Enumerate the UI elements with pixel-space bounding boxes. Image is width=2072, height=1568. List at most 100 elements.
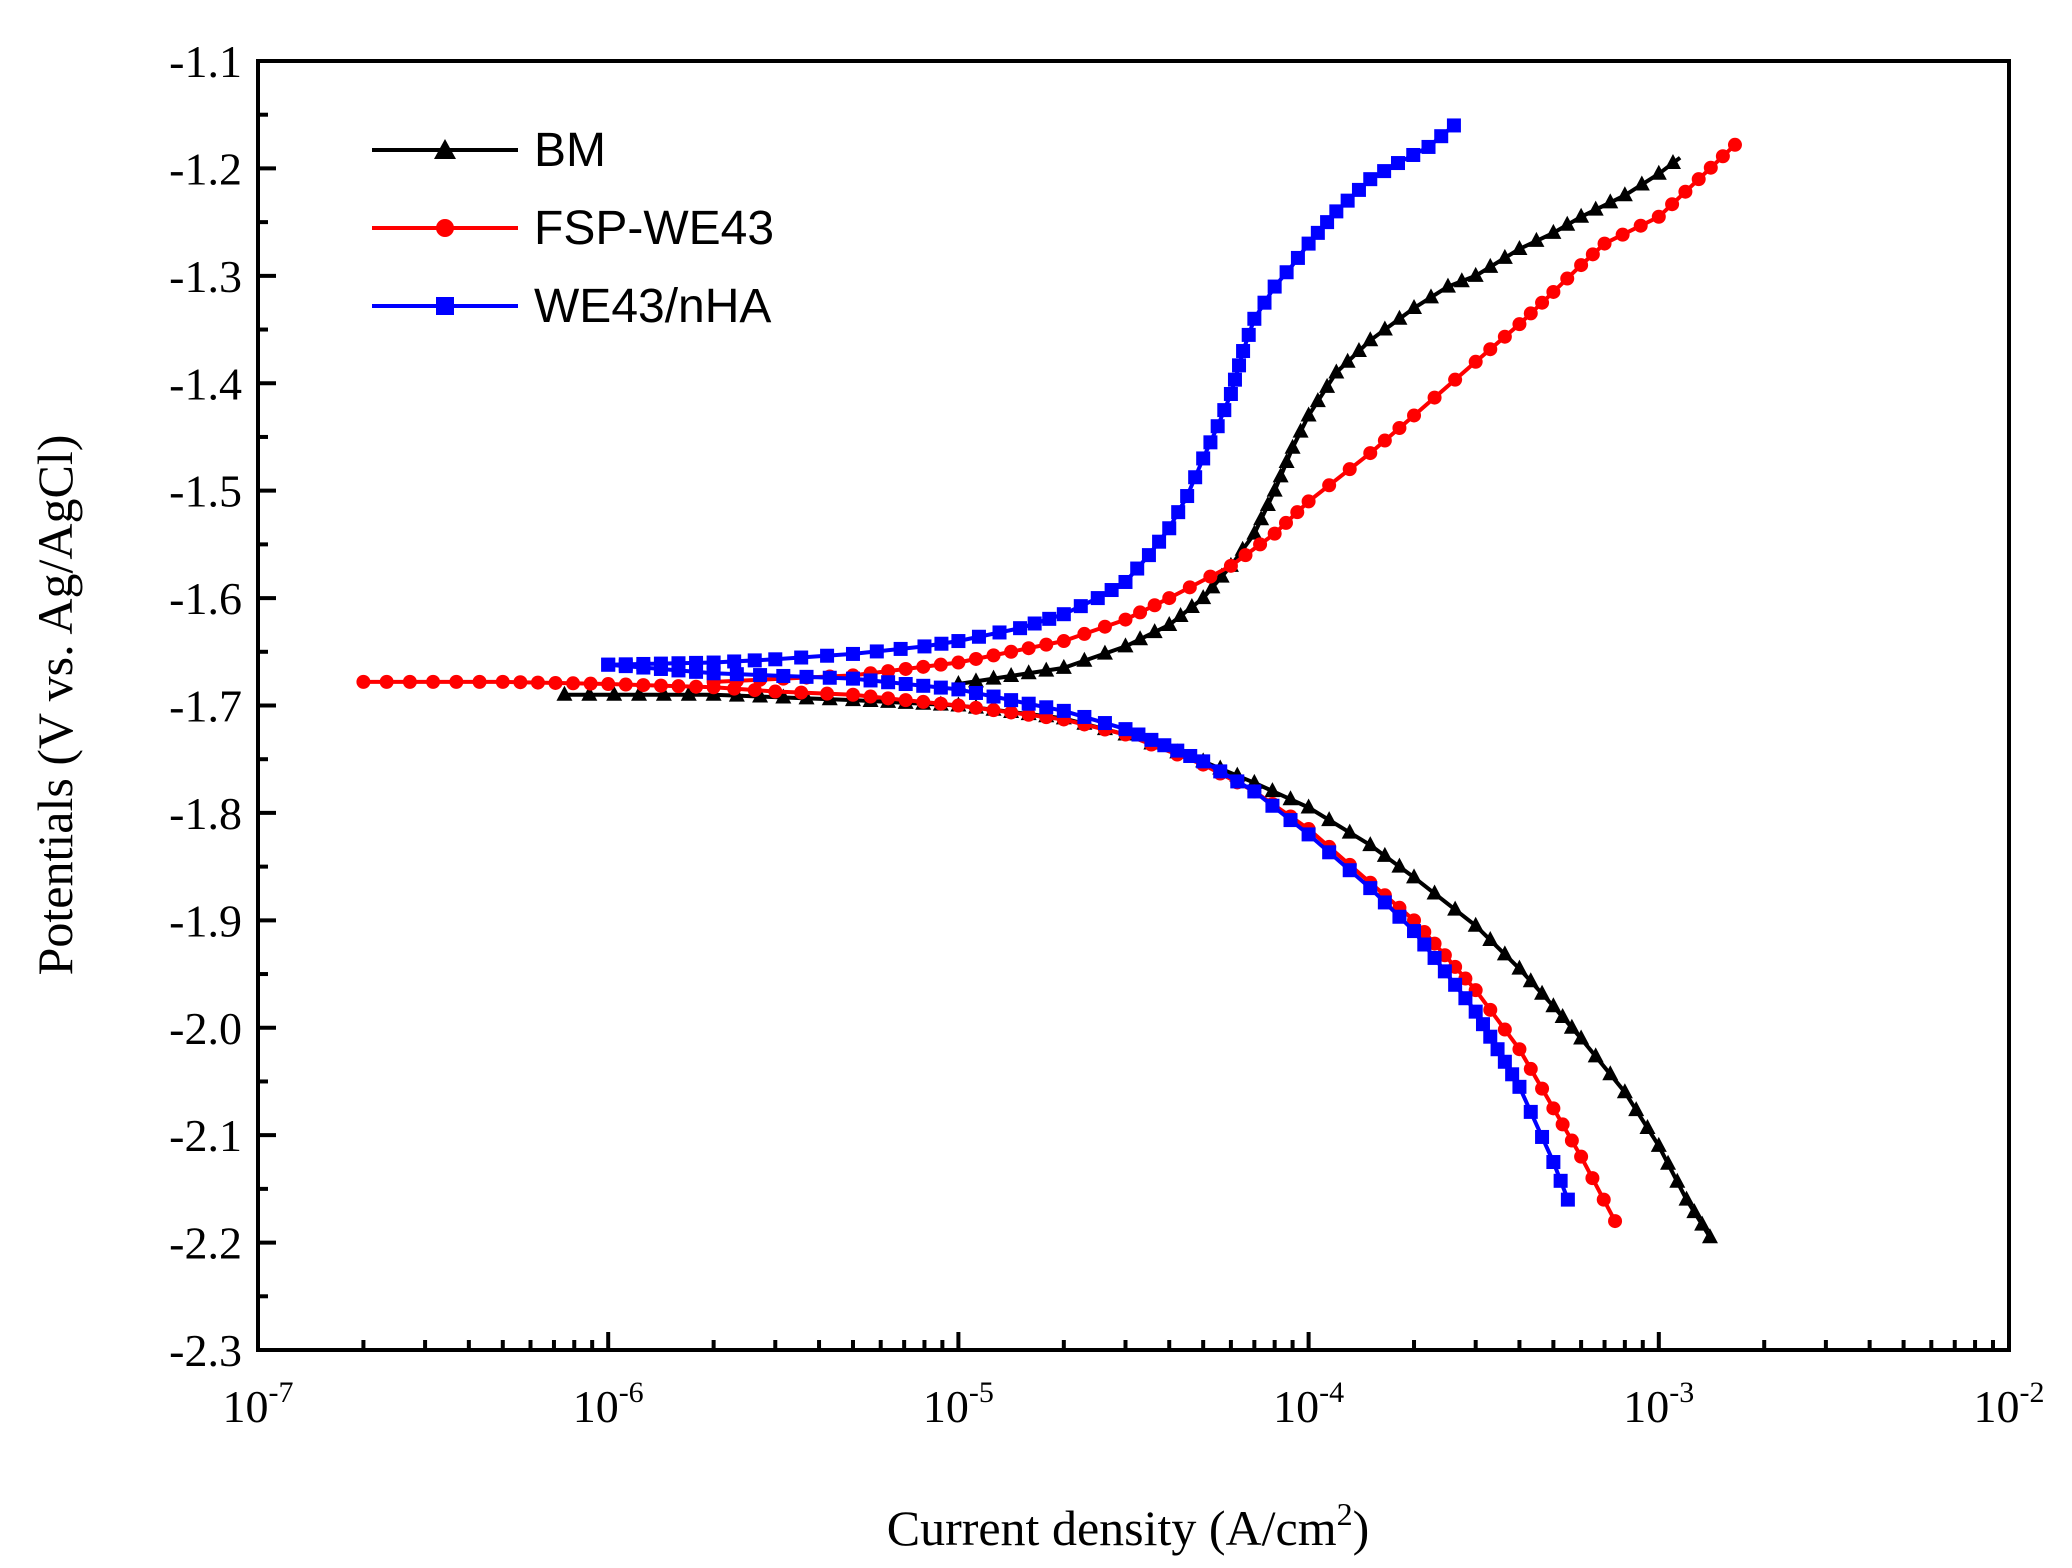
marker-we43-nha	[1247, 784, 1262, 799]
marker-we43-nha	[747, 653, 762, 668]
marker-bm	[1319, 377, 1336, 393]
marker-we43-nha	[1118, 574, 1133, 589]
marker-we43-nha	[794, 650, 809, 665]
marker-bm	[985, 669, 1002, 685]
y-tick-label: -1.1	[169, 36, 242, 87]
marker-fsp-we43	[794, 685, 809, 700]
marker-we43-nha	[1170, 743, 1185, 758]
marker-we43-nha	[934, 636, 949, 651]
marker-we43-nha	[1322, 845, 1337, 860]
marker-fsp-we43	[933, 657, 948, 672]
marker-we43-nha	[1232, 358, 1247, 373]
marker-fsp-we43	[1407, 408, 1422, 423]
marker-we43-nha	[1210, 419, 1225, 434]
marker-bm	[1587, 200, 1604, 216]
marker-bm	[1146, 623, 1163, 639]
marker-fsp-we43	[356, 674, 371, 689]
marker-fsp-we43	[601, 677, 616, 692]
y-tick-label: -1.5	[169, 466, 242, 517]
marker-bm	[1266, 481, 1283, 497]
marker-we43-nha	[653, 661, 668, 676]
marker-we43-nha	[893, 641, 908, 656]
marker-we43-nha	[1077, 709, 1092, 724]
marker-we43-nha	[1265, 798, 1280, 813]
marker-bm	[1482, 931, 1499, 947]
marker-bm	[1406, 868, 1423, 884]
marker-we43-nha	[917, 639, 932, 654]
marker-bm	[1669, 1172, 1686, 1188]
marker-bm	[1406, 299, 1423, 315]
marker-fsp-we43	[1555, 1117, 1570, 1132]
marker-we43-nha	[1090, 591, 1105, 606]
marker-we43-nha	[881, 675, 896, 690]
marker-we43-nha	[1223, 386, 1238, 401]
marker-we43-nha	[1188, 470, 1203, 485]
marker-bm	[1534, 984, 1551, 1000]
marker-we43-nha	[1446, 118, 1461, 133]
x-tick-label: 10-7	[223, 1376, 294, 1432]
marker-bm	[1554, 1008, 1571, 1024]
marker-bm	[1328, 363, 1345, 379]
marker-we43-nha	[1483, 1029, 1498, 1044]
marker-fsp-we43	[636, 678, 651, 693]
marker-we43-nha	[1363, 881, 1378, 896]
y-tick-label: -2.0	[169, 1003, 242, 1054]
marker-we43-nha	[1056, 703, 1071, 718]
marker-we43-nha	[1329, 204, 1344, 219]
y-tick-label: -2.2	[169, 1218, 242, 1269]
marker-bm	[1391, 309, 1408, 325]
marker-bm	[1573, 207, 1590, 223]
marker-bm	[556, 685, 573, 701]
marker-bm	[1528, 231, 1545, 247]
x-tick-label: 10-4	[1273, 1376, 1344, 1432]
marker-we43-nha	[618, 659, 633, 674]
marker-we43-nha	[1196, 754, 1211, 769]
marker-we43-nha	[968, 685, 983, 700]
marker-we43-nha	[601, 657, 616, 672]
marker-bm	[1573, 1029, 1590, 1045]
marker-fsp-we43	[1497, 1022, 1512, 1037]
marker-we43-nha	[1171, 505, 1186, 520]
marker-fsp-we43	[1162, 591, 1177, 606]
marker-we43-nha	[916, 678, 931, 693]
marker-fsp-we43	[1021, 641, 1036, 656]
marker-bm	[1511, 959, 1528, 975]
marker-fsp-we43	[1039, 637, 1054, 652]
marker-fsp-we43	[1678, 184, 1693, 199]
marker-fsp-we43	[1203, 569, 1218, 584]
marker-bm	[631, 685, 648, 701]
marker-bm	[1447, 900, 1464, 916]
marker-bm	[967, 672, 984, 688]
marker-we43-nha	[1342, 863, 1357, 878]
marker-bm	[775, 688, 792, 704]
marker-we43-nha	[753, 668, 768, 683]
marker-fsp-we43	[1574, 1149, 1589, 1164]
marker-we43-nha	[1523, 1104, 1538, 1119]
marker-bm	[606, 685, 623, 701]
marker-we43-nha	[1027, 616, 1042, 631]
marker-fsp-we43	[1497, 329, 1512, 344]
marker-fsp-we43	[1512, 317, 1527, 332]
marker-we43-nha	[1468, 1004, 1483, 1019]
marker-fsp-we43	[951, 698, 966, 713]
marker-fsp-we43	[1715, 149, 1730, 164]
marker-bm	[1616, 1083, 1633, 1099]
marker-we43-nha	[1267, 279, 1282, 294]
marker-bm	[1259, 495, 1276, 511]
marker-bm	[1616, 186, 1633, 202]
marker-fsp-we43	[1182, 580, 1197, 595]
marker-fsp-we43	[863, 689, 878, 704]
marker-we43-nha	[1290, 250, 1305, 265]
marker-we43-nha	[1118, 722, 1133, 737]
marker-fsp-we43	[968, 651, 983, 666]
marker-fsp-we43	[472, 674, 487, 689]
y-tick-label: -1.7	[169, 681, 242, 732]
legend-label-we43-nha: WE43/nHA	[534, 280, 771, 333]
marker-fsp-we43	[1727, 137, 1742, 152]
marker-we43-nha	[1310, 225, 1325, 240]
marker-fsp-we43	[1564, 1133, 1579, 1148]
marker-bm	[1292, 422, 1309, 438]
marker-bm	[1391, 857, 1408, 873]
axis-layer: -1.1 -1.2 -1.3 -1.4 -1.5 -1.6 -1.7 -1.8 -1.9 -2.0…	[169, 36, 2044, 1432]
